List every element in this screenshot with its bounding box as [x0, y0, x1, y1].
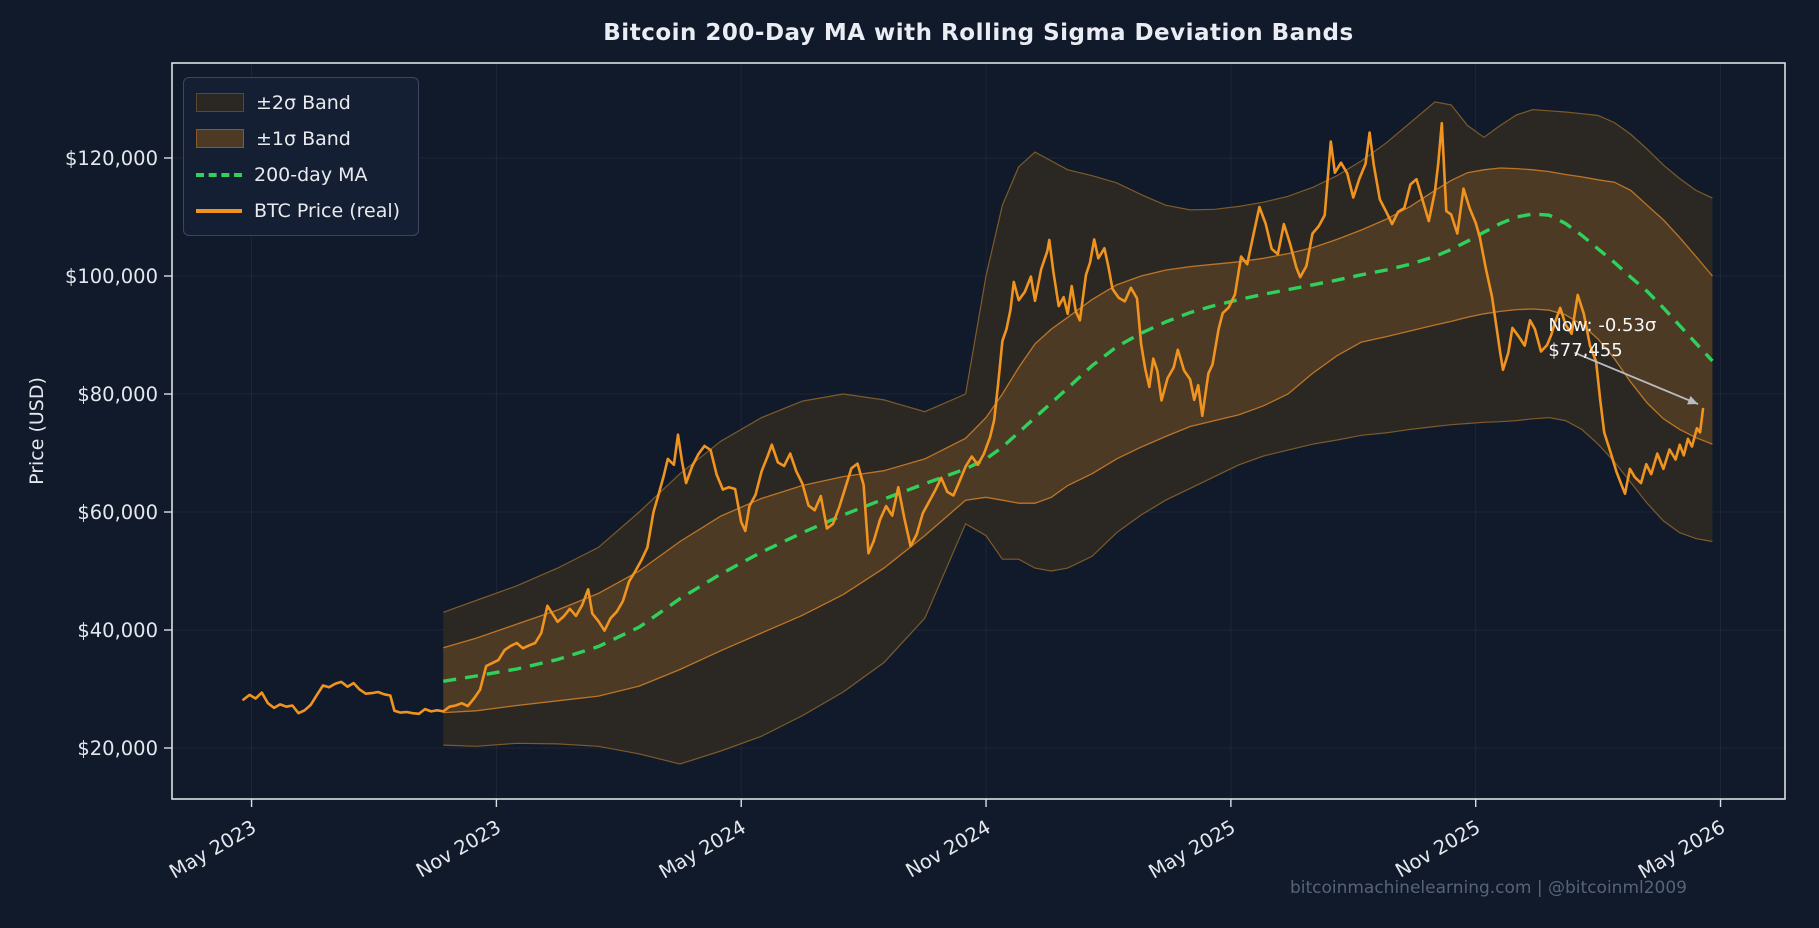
legend-label: ±2σ Band: [256, 91, 351, 114]
legend-label: 200-day MA: [254, 163, 368, 186]
annotation-arrow: [1574, 351, 1699, 405]
legend-item-ma: 200-day MA: [196, 160, 400, 189]
one-sigma-band: [443, 168, 1713, 713]
annotation-arrowhead-icon: [1687, 396, 1699, 405]
current-value-annotation: Now: -0.53σ $77,455: [1548, 314, 1656, 363]
axes-spines: [171, 62, 1786, 800]
y-tick-label: $120,000: [65, 147, 158, 170]
y-tick-label: $20,000: [77, 737, 158, 760]
one-sigma-upper-edge: [443, 167, 1713, 649]
y-tick-label: $80,000: [77, 383, 158, 406]
1sigma-band-swatch-icon: [196, 129, 244, 148]
annotation-price-text: $77,455: [1548, 339, 1623, 361]
price-line-swatch-icon: [196, 208, 242, 213]
legend-item-price: BTC Price (real): [196, 196, 400, 225]
y-tick-label: $100,000: [65, 265, 158, 288]
y-tick-label: $60,000: [77, 501, 158, 524]
legend-item-2sigma-band: ±2σ Band: [196, 88, 400, 117]
chart-title: Bitcoin 200-Day MA with Rolling Sigma De…: [603, 20, 1354, 46]
ma-line: [443, 212, 1714, 683]
ma-line-swatch-icon: [196, 172, 242, 177]
annotation-sigma-text: Now: -0.53σ: [1548, 315, 1657, 337]
y-tick-label: $40,000: [77, 619, 158, 642]
legend-item-1sigma-band: ±1σ Band: [196, 124, 400, 153]
y-axis-label: Price (USD): [26, 377, 48, 485]
watermark-text: bitcoinmachinelearning.com | @bitcoinml2…: [1289, 878, 1687, 898]
two-sigma-lower-edge: [443, 416, 1713, 765]
legend-label: BTC Price (real): [254, 199, 401, 222]
2sigma-band-swatch-icon: [196, 93, 244, 112]
legend-box: ±2σ Band ±1σ Band 200-day MA BTC Price (…: [183, 77, 420, 236]
legend-label: ±1σ Band: [256, 127, 351, 150]
btc-price-line: [242, 121, 1705, 716]
two-sigma-upper-edge: [443, 101, 1713, 613]
